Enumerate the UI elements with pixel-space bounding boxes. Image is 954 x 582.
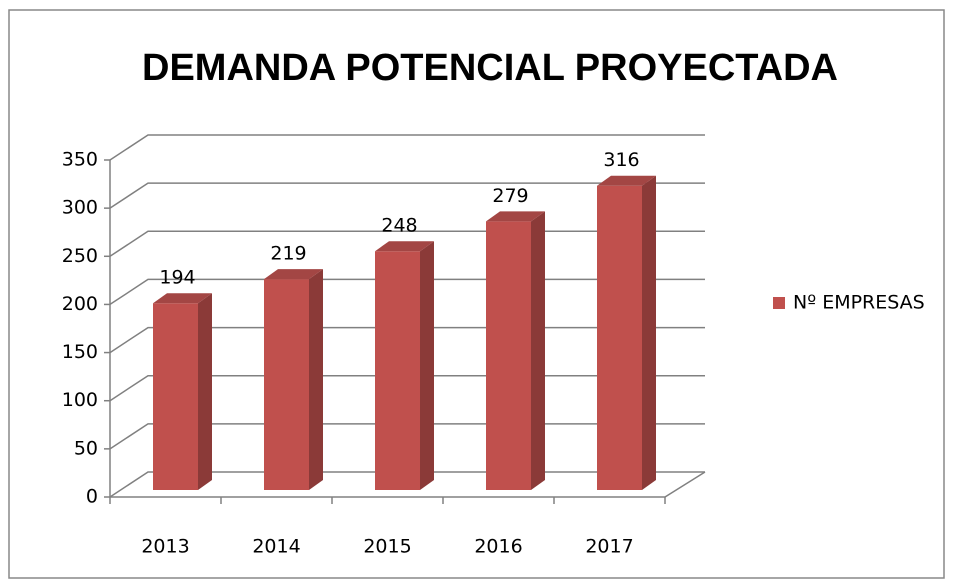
chart-title: DEMANDA POTENCIAL PROYECTADA [142, 47, 838, 89]
bar-side [642, 175, 656, 491]
bar-side [420, 241, 434, 490]
bar [264, 269, 323, 490]
grid-line [109, 182, 705, 209]
bar [375, 241, 434, 490]
bar-front [375, 251, 420, 490]
bar-front [264, 279, 309, 490]
bar-side [531, 211, 545, 490]
legend-swatch [773, 297, 785, 309]
bar-top [597, 175, 656, 186]
x-tick-label: 2013 [141, 536, 189, 558]
grid-line [109, 134, 705, 161]
legend-label: Nº EMPRESAS [793, 292, 925, 314]
y-tick-label: 300 [62, 197, 98, 219]
y-tick-label: 350 [62, 149, 98, 171]
value-label: 279 [492, 185, 528, 207]
value-label: 248 [381, 215, 417, 237]
x-tick-label: 2015 [363, 536, 411, 558]
bar-side [309, 269, 323, 490]
y-tick-label: 250 [62, 245, 98, 267]
bar-front [153, 303, 198, 490]
bar-top [486, 211, 545, 222]
bar [597, 175, 656, 491]
bar-front [597, 185, 642, 491]
bar-side [198, 293, 212, 490]
y-tick-label: 200 [62, 293, 98, 315]
bar-top [264, 269, 323, 280]
x-tick-label: 2017 [585, 536, 633, 558]
bar [153, 293, 212, 490]
y-tick-label: 0 [86, 486, 98, 508]
bar [486, 211, 545, 490]
y-tick-label: 100 [62, 389, 98, 411]
y-tick-label: 50 [74, 437, 98, 459]
value-label: 194 [159, 267, 195, 289]
x-tick-label: 2016 [474, 536, 522, 558]
value-label: 219 [270, 243, 306, 265]
bar-top [153, 293, 212, 304]
bar-front [486, 221, 531, 490]
x-tick-label: 2014 [252, 536, 300, 558]
bar-top [375, 241, 434, 252]
y-tick-label: 150 [62, 341, 98, 363]
value-label: 316 [603, 149, 639, 171]
